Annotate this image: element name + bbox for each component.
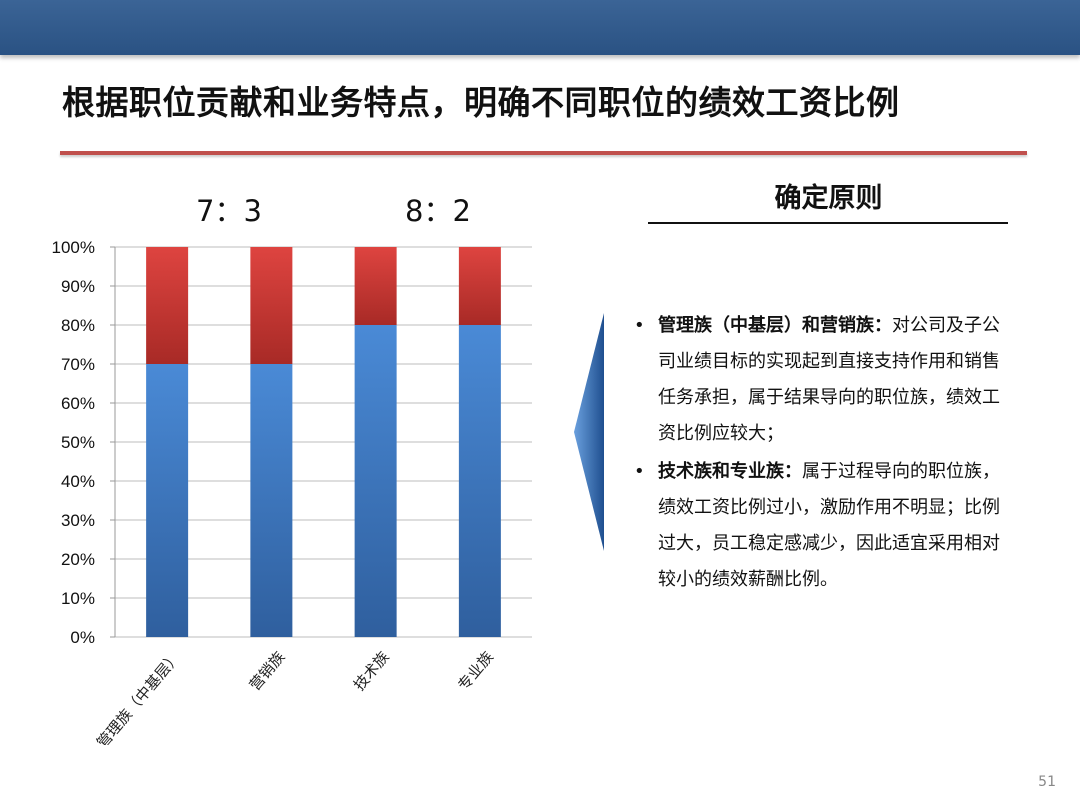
y-tick-label: 40% bbox=[61, 472, 95, 491]
page-number: 51 bbox=[1038, 774, 1056, 790]
principle-item-text: 对公司及子公司业绩目标的实现起到直接支持作用和销售任务承担，属于结果导向的职位族… bbox=[658, 315, 1000, 444]
bar-segment bbox=[250, 247, 293, 364]
bullet-dot-icon: • bbox=[634, 461, 645, 482]
x-tick-label: 管理族（中基层） bbox=[93, 648, 184, 745]
y-tick-label: 50% bbox=[61, 433, 95, 452]
principle-item-heading: 管理族（中基层）和营销族： bbox=[658, 315, 892, 336]
principle-list: • 管理族（中基层）和营销族：对公司及子公司业绩目标的实现起到直接支持作用和销售… bbox=[634, 308, 1014, 600]
ratio-label-right: 8：2 bbox=[405, 194, 471, 228]
left-chevron-arrow-icon bbox=[574, 313, 604, 551]
y-tick-label: 0% bbox=[70, 628, 95, 647]
y-tick-label: 100% bbox=[52, 238, 95, 257]
ratio-label-left: 7：3 bbox=[196, 194, 262, 228]
principle-heading: 确定原则 bbox=[774, 183, 883, 214]
x-tick-label: 专业族 bbox=[454, 648, 497, 694]
header-bar bbox=[0, 0, 1080, 55]
bar-segment bbox=[458, 247, 501, 325]
principle-item-text: 属于过程导向的职位族，绩效工资比例过小，激励作用不明显；比例过大，员工稳定感减少… bbox=[658, 461, 1000, 590]
principle-underline bbox=[648, 222, 1008, 224]
y-tick-label: 10% bbox=[61, 589, 95, 608]
principle-item-heading: 技术族和专业族： bbox=[658, 461, 802, 482]
y-tick-label: 20% bbox=[61, 550, 95, 569]
principle-item-management-sales: • 管理族（中基层）和营销族：对公司及子公司业绩目标的实现起到直接支持作用和销售… bbox=[634, 308, 1014, 452]
principle-item-technical-professional: • 技术族和专业族：属于过程导向的职位族，绩效工资比例过小，激励作用不明显；比例… bbox=[634, 454, 1014, 598]
x-tick-label: 营销族 bbox=[246, 648, 289, 694]
y-tick-label: 60% bbox=[61, 394, 95, 413]
title-divider bbox=[60, 151, 1027, 155]
stacked-bar-chart: 0% 10% 20% 30% 40% 50% 60% 70% 80% 90% 100% 管理族（中基… bbox=[52, 238, 532, 745]
bar-segment bbox=[458, 325, 501, 637]
y-tick-label: 80% bbox=[61, 316, 95, 335]
y-tick-label: 70% bbox=[61, 355, 95, 374]
x-tick-label: 技术族 bbox=[350, 648, 393, 694]
page-title: 根据职位贡献和业务特点，明确不同职位的绩效工资比例 bbox=[62, 83, 900, 122]
bar-segment bbox=[354, 325, 397, 637]
y-tick-label: 90% bbox=[61, 277, 95, 296]
bar-segment bbox=[250, 364, 293, 637]
bar-segment bbox=[146, 247, 189, 364]
bullet-dot-icon: • bbox=[634, 315, 645, 336]
bar-segment bbox=[354, 247, 397, 325]
y-tick-label: 30% bbox=[61, 511, 95, 530]
bar-segment bbox=[146, 364, 189, 637]
